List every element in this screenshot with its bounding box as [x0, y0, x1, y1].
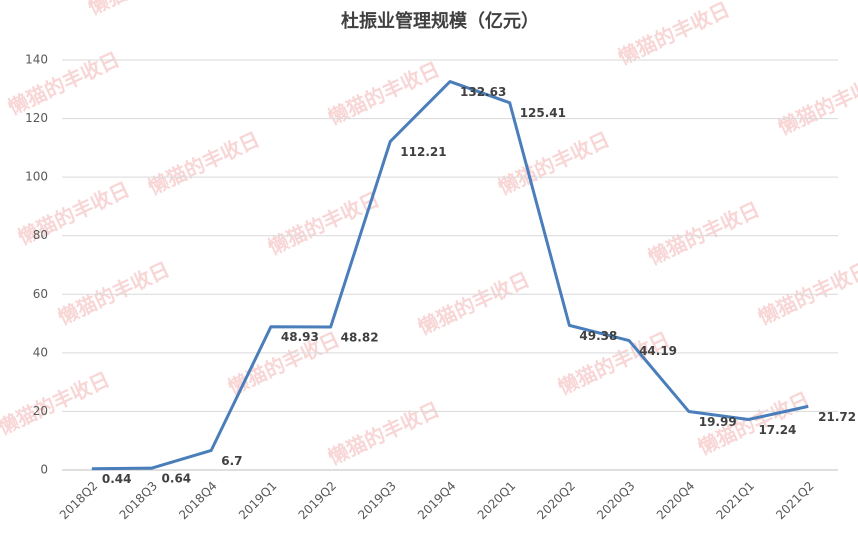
x-tick-label: 2021Q2: [773, 479, 817, 523]
y-tick-label: 140: [25, 53, 48, 67]
watermark: 懒猫的丰收日: [4, 47, 123, 119]
data-label: 48.82: [341, 331, 379, 345]
watermark: 懒猫的丰收日: [414, 267, 533, 339]
data-label: 44.19: [639, 344, 677, 358]
data-label: 0.44: [102, 472, 132, 486]
y-tick-label: 20: [33, 404, 48, 418]
data-label: 21.72: [818, 410, 856, 424]
x-tick-label: 2019Q3: [355, 479, 399, 523]
watermark: 懒猫的丰收日: [0, 367, 113, 439]
data-label: 132.63: [460, 85, 506, 99]
x-tick-label: 2020Q3: [594, 479, 638, 523]
watermark: 懒猫的丰收日: [324, 397, 443, 469]
data-label: 6.7: [221, 454, 242, 468]
data-label: 48.93: [281, 330, 319, 344]
x-tick-label: 2019Q2: [296, 479, 340, 523]
watermark: 懒猫的丰收日: [754, 257, 858, 329]
data-label: 49.38: [579, 329, 617, 343]
x-tick-label: 2018Q2: [57, 479, 101, 523]
watermark: 懒猫的丰收日: [614, 0, 733, 70]
x-tick-label: 2020Q1: [475, 479, 519, 523]
y-tick-label: 0: [40, 463, 48, 477]
y-tick-label: 120: [25, 111, 48, 125]
data-label: 125.41: [520, 106, 566, 120]
y-tick-label: 100: [25, 170, 48, 184]
data-label: 19.99: [699, 415, 737, 429]
watermark: 懒猫的丰收日: [494, 127, 613, 199]
line-series: [91, 80, 809, 471]
x-tick-label: 2019Q1: [236, 479, 280, 523]
data-label: 112.21: [400, 145, 446, 159]
watermark: 懒猫的丰收日: [144, 127, 263, 199]
watermark: 懒猫的丰收日: [644, 197, 763, 269]
watermark: 懒猫的丰收日: [84, 0, 203, 20]
x-tick-label: 2020Q4: [654, 479, 698, 523]
data-label: 0.64: [162, 472, 192, 486]
y-tick-label: 80: [33, 228, 48, 242]
y-tick-label: 40: [33, 345, 48, 359]
data-label: 17.24: [758, 423, 796, 437]
x-tick-label: 2021Q1: [713, 479, 757, 523]
x-tick-label: 2020Q2: [534, 479, 578, 523]
watermark: 懒猫的丰收日: [774, 67, 858, 139]
y-tick-label: 60: [33, 287, 48, 301]
x-tick-label: 2019Q4: [415, 479, 459, 523]
chart-title: 杜振业管理规模（亿元）: [341, 10, 539, 32]
watermark: 懒猫的丰收日: [54, 257, 173, 329]
